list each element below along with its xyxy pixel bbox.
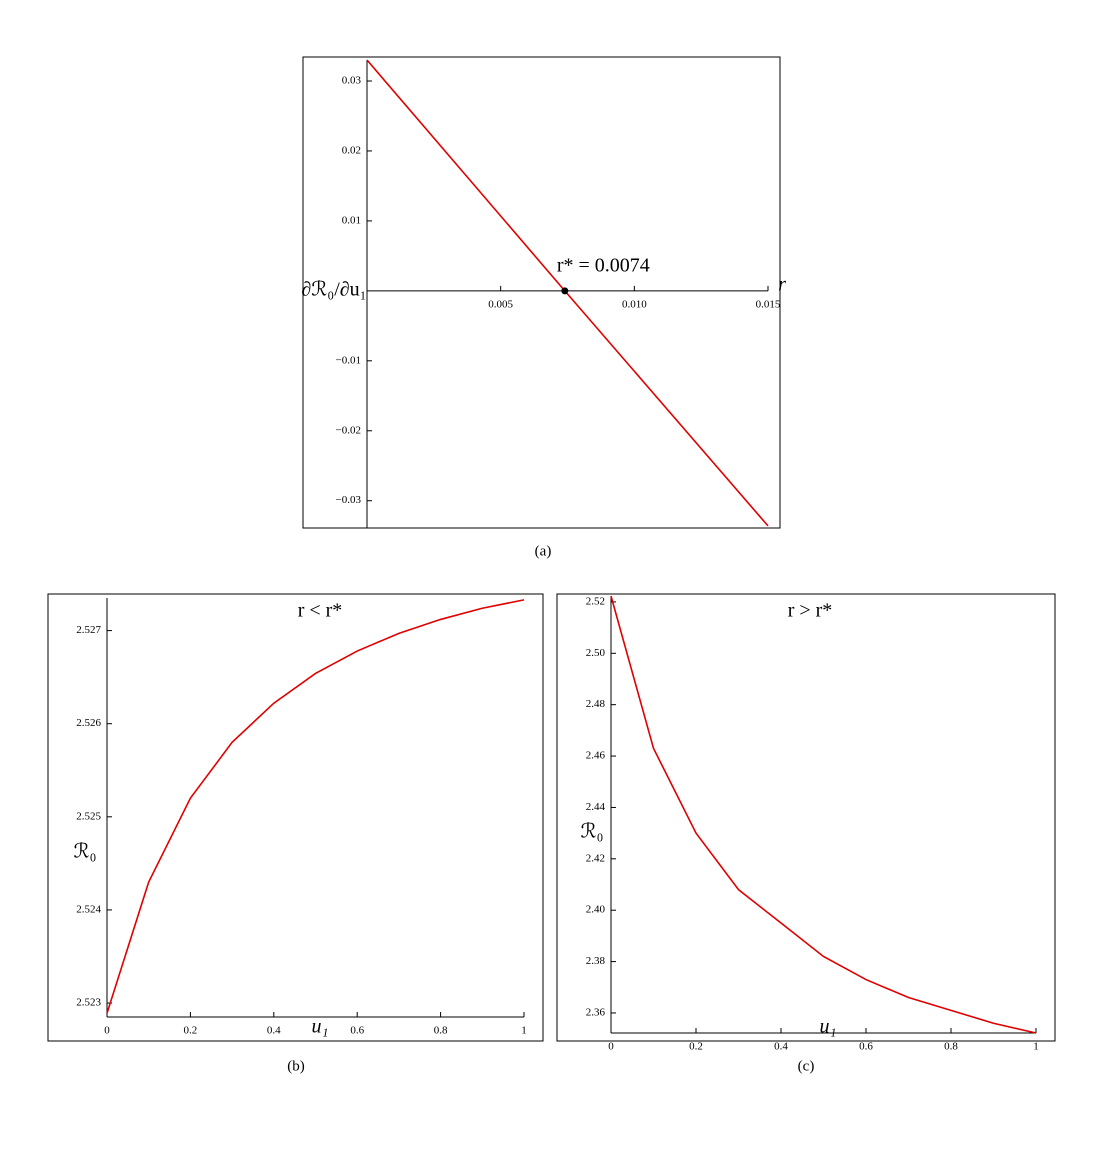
y-tick-label: 2.524 — [76, 903, 101, 915]
y-tick-label: 0.03 — [342, 75, 362, 87]
y-tick-label: 2.48 — [586, 698, 606, 710]
x-tick-label: 0.6 — [859, 1041, 873, 1053]
y-tick-label: 2.42 — [586, 852, 605, 864]
x-axis-label: u₁ — [820, 1016, 837, 1038]
y-tick-label: 2.523 — [76, 997, 101, 1009]
y-tick-label: 2.50 — [586, 647, 606, 659]
annotation-point — [561, 287, 569, 295]
x-tick-label: 0.4 — [267, 1025, 281, 1037]
x-tick-label: 1 — [521, 1025, 527, 1037]
y-tick-label: 2.38 — [586, 955, 606, 967]
y-tick-label: 2.526 — [76, 717, 101, 729]
caption: (c) — [798, 1058, 815, 1074]
y-tick-label: −0.03 — [336, 494, 362, 506]
x-axis-label: r — [778, 274, 786, 296]
y-axis-label: ℛ₀ — [74, 841, 97, 863]
x-tick-label: 0 — [608, 1041, 614, 1053]
x-tick-label: 0.6 — [350, 1025, 364, 1037]
curve — [106, 599, 525, 1014]
x-tick-label: 0.8 — [434, 1025, 448, 1037]
frame — [47, 593, 544, 1042]
frame — [556, 593, 1056, 1042]
x-tick-label: 0.2 — [184, 1025, 198, 1037]
y-tick-label: 2.36 — [586, 1006, 606, 1018]
y-tick-label: 2.44 — [586, 801, 606, 813]
x-tick-label: 0.005 — [488, 298, 513, 310]
x-tick-label: 0.4 — [774, 1041, 788, 1053]
x-tick-label: 0.010 — [622, 298, 647, 310]
y-tick-label: −0.01 — [336, 354, 361, 366]
y-tick-label: −0.02 — [336, 424, 361, 436]
y-axis-label: ∂ℛ₀/∂u₁ — [301, 279, 366, 301]
x-tick-label: 1 — [1033, 1041, 1039, 1053]
x-tick-label: 0 — [104, 1025, 110, 1037]
y-tick-label: 2.52 — [586, 595, 605, 607]
y-tick-label: 0.01 — [342, 214, 361, 226]
y-axis-label: ℛ₀ — [581, 821, 604, 843]
annotation: r* = 0.0074 — [557, 254, 650, 276]
caption: (a) — [535, 543, 552, 559]
x-tick-label: 0.2 — [689, 1041, 703, 1053]
x-tick-label: 0.015 — [756, 298, 781, 310]
annotation: r > r* — [788, 600, 833, 622]
y-tick-label: 2.525 — [76, 810, 101, 822]
y-tick-label: 0.02 — [342, 144, 361, 156]
frame — [302, 56, 781, 529]
x-axis-label: u₁ — [312, 1016, 329, 1038]
y-tick-label: 2.527 — [76, 624, 101, 636]
annotation: r < r* — [298, 600, 343, 622]
curve — [610, 595, 1037, 1034]
caption: (b) — [287, 1058, 305, 1074]
x-tick-label: 0.8 — [944, 1041, 958, 1053]
y-tick-label: 2.46 — [586, 750, 606, 762]
y-tick-label: 2.40 — [586, 904, 606, 916]
